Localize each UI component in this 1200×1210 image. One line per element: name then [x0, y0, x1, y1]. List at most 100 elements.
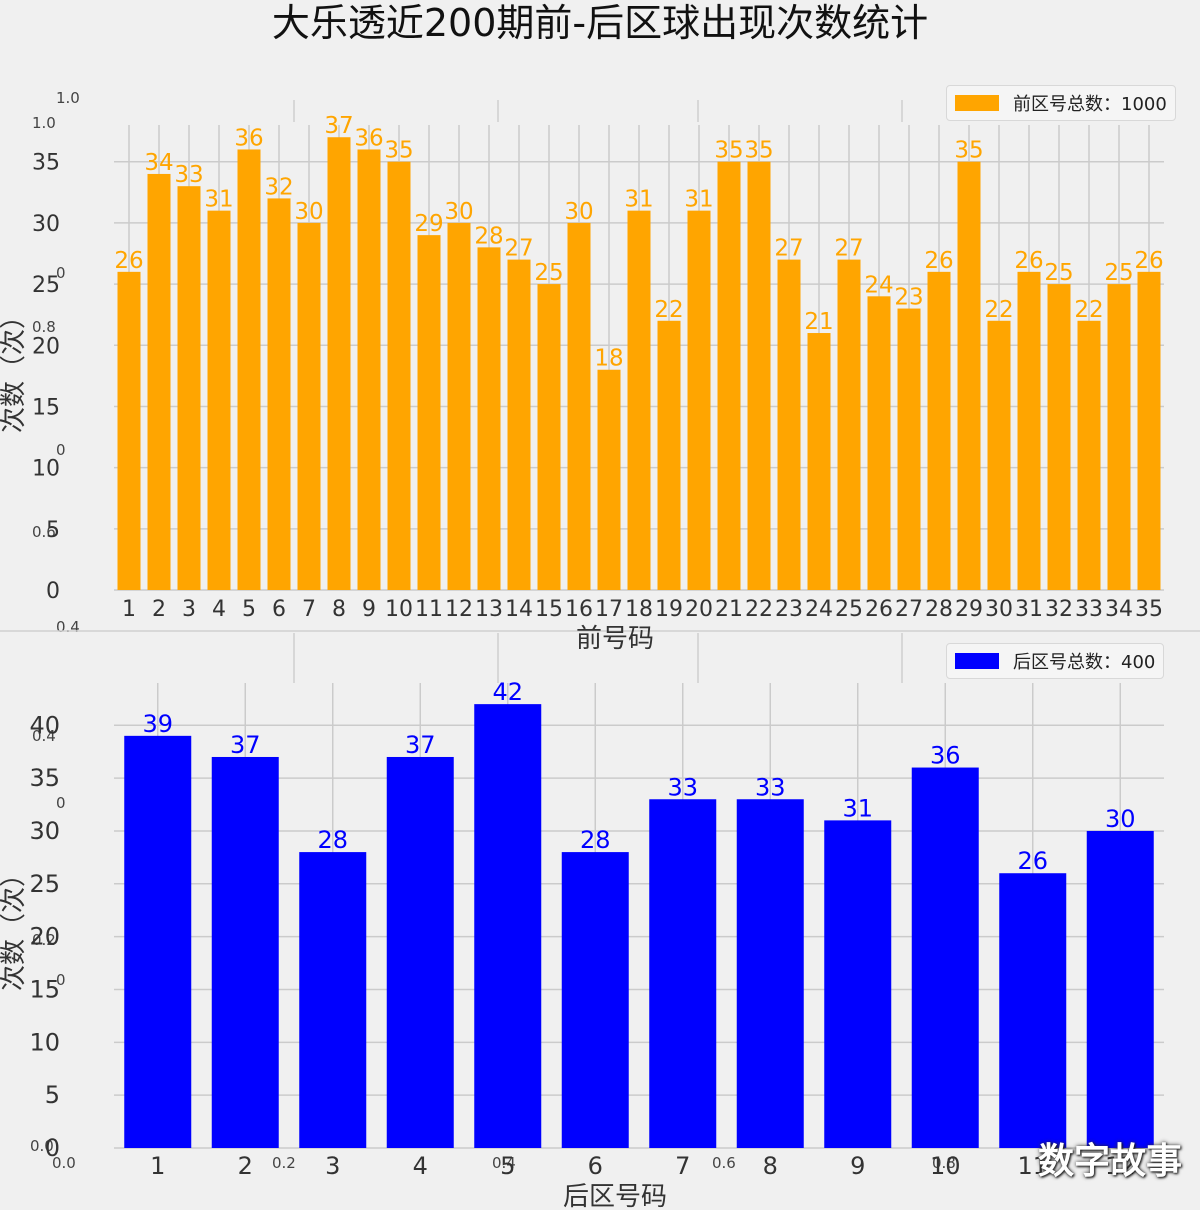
y-tick-label: 30: [29, 817, 60, 845]
x-tick-label: 8: [763, 1152, 778, 1180]
bar-value-label: 25: [1044, 260, 1073, 286]
x-tick-label: 27: [895, 597, 923, 622]
bar-value-label: 31: [624, 187, 653, 213]
bar-value-label: 26: [114, 248, 143, 274]
bar-32: [1047, 284, 1071, 590]
x-tick-label: 15: [535, 597, 563, 622]
bar-value-label: 36: [930, 742, 961, 770]
y-tick-label: 5: [46, 518, 60, 543]
bar-11: [999, 873, 1067, 1148]
bar-22: [747, 161, 771, 591]
bar-10: [911, 767, 979, 1148]
bar-3: [299, 852, 367, 1148]
bar-value-label: 33: [755, 773, 786, 801]
bar-value-label: 26: [1017, 847, 1048, 875]
bar-value-label: 28: [580, 826, 611, 854]
bar-value-label: 39: [142, 710, 173, 738]
bar-value-label: 26: [1134, 248, 1163, 274]
y-tick-label: 15: [32, 395, 60, 420]
bar-value-label: 22: [654, 297, 683, 323]
bar-value-label: 30: [564, 199, 593, 225]
x-tick-label: 30: [985, 597, 1013, 622]
legend-swatch-back: [955, 653, 999, 669]
x-tick-label: 1: [122, 597, 136, 622]
y-tick-label: 35: [29, 764, 60, 792]
y-tick-label: 35: [32, 151, 60, 176]
bar-3: [177, 186, 201, 590]
x-tick-label: 29: [955, 597, 983, 622]
ghost-tick-label: 0: [56, 971, 66, 989]
bar-26: [867, 296, 891, 590]
bar-value-label: 27: [504, 236, 533, 262]
ghost-tick-label: 0.0: [52, 1154, 76, 1172]
bar-18: [627, 210, 651, 590]
bar-value-label: 37: [324, 113, 353, 139]
y-tick-label: 30: [32, 212, 60, 237]
bar-12: [1086, 830, 1154, 1148]
bar-11: [417, 235, 441, 590]
y-tick-label: 5: [45, 1081, 60, 1109]
bar-value-label: 24: [864, 272, 893, 298]
x-tick-label: 35: [1135, 597, 1163, 622]
bar-value-label: 25: [1104, 260, 1133, 286]
x-tick-label: 32: [1045, 597, 1073, 622]
x-tick-label: 5: [242, 597, 256, 622]
bar-value-label: 36: [354, 125, 383, 151]
ghost-tick-label: 0: [56, 264, 66, 282]
x-tick-label: 22: [745, 597, 773, 622]
ghost-tick-label: 0.0: [30, 1137, 54, 1155]
ghost-tick-label: 1.0: [32, 114, 56, 132]
x-tick-label: 31: [1015, 597, 1043, 622]
y-tick-label: 10: [29, 1028, 60, 1056]
bar-1: [117, 271, 141, 590]
x-tick-label: 10: [930, 1152, 961, 1180]
bar-14: [507, 259, 531, 590]
bar-value-label: 28: [317, 826, 348, 854]
x-tick-label: 3: [325, 1152, 340, 1180]
bar-25: [837, 259, 861, 590]
bar-value-label: 21: [804, 309, 833, 335]
bar-19: [657, 320, 681, 590]
bar-31: [1017, 271, 1041, 590]
bar-value-label: 23: [894, 285, 923, 311]
y-tick-label: 0: [45, 1134, 60, 1162]
bar-value-label: 30: [1105, 805, 1136, 833]
x-tick-label: 1: [150, 1152, 165, 1180]
x-tick-label: 11: [415, 597, 443, 622]
x-tick-label: 23: [775, 597, 803, 622]
legend-back: 后区号总数：400: [946, 643, 1165, 679]
y-tick-label: 10: [32, 457, 60, 482]
bar-4: [386, 756, 454, 1148]
bar-value-label: 35: [714, 138, 743, 164]
bar-value-label: 35: [744, 138, 773, 164]
bar-value-label: 30: [444, 199, 473, 225]
x-tick-label: 34: [1105, 597, 1133, 622]
bar-8: [327, 137, 351, 590]
x-tick-label: 9: [850, 1152, 865, 1180]
bar-value-label: 28: [474, 223, 503, 249]
chart-title: 大乐透近200期前-后区球出现次数统计: [271, 1, 929, 45]
x-tick-label: 8: [332, 597, 346, 622]
x-tick-label: 24: [805, 597, 833, 622]
bar-17: [597, 369, 621, 590]
y-tick-label: 20: [29, 923, 60, 951]
ghost-tick-label: 0.6: [712, 1154, 736, 1172]
x-tick-label: 13: [475, 597, 503, 622]
ghost-tick-label: 0.2: [32, 931, 56, 949]
ghost-tick-label: 0.4: [492, 1154, 516, 1172]
bar-value-label: 22: [1074, 297, 1103, 323]
bar-12: [447, 222, 471, 591]
x-tick-label: 2: [238, 1152, 253, 1180]
x-tick-label: 16: [565, 597, 593, 622]
x-axis-label: 后区号码: [563, 1182, 667, 1210]
x-tick-label: 10: [385, 597, 413, 622]
bar-6: [267, 198, 291, 590]
ghost-tick-label: 1.0: [56, 89, 80, 107]
x-tick-label: 14: [505, 597, 533, 622]
y-tick-label: 0: [46, 579, 60, 604]
y-tick-label: 25: [32, 273, 60, 298]
x-tick-label: 4: [413, 1152, 428, 1180]
bar-value-label: 35: [384, 138, 413, 164]
x-tick-label: 25: [835, 597, 863, 622]
